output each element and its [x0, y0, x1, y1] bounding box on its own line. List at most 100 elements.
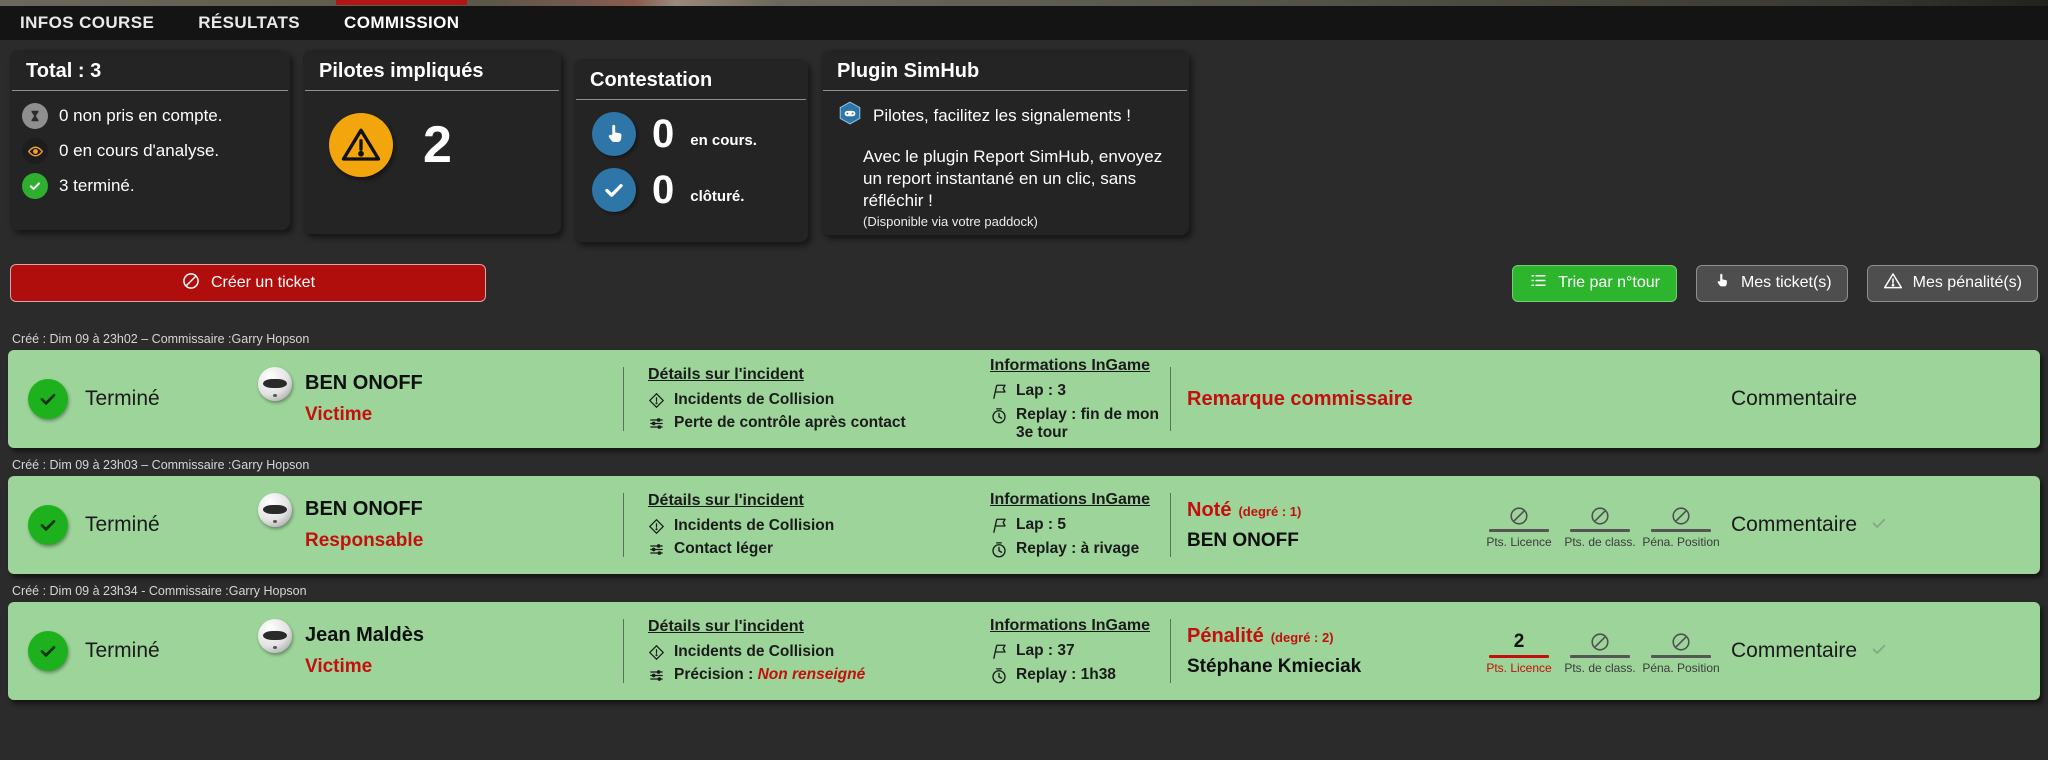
total-item-analyzing: 0 en cours d'analyse. [22, 138, 278, 164]
ticket-meta: Créé : Dim 09 à 23h02 – Commissaire :Gar… [12, 332, 310, 346]
card-pilotes-title: Pilotes impliqués [305, 50, 559, 91]
card-plugin-simhub: Plugin SimHub Pilotes, facilitez les sig… [821, 50, 1189, 235]
divider [1170, 619, 1171, 683]
contestation-open: 0 en cours. [574, 100, 808, 156]
stat-position-penalty: Péna. Position [1642, 627, 1720, 675]
lap-info: Lap : 37 [990, 642, 1170, 661]
comment: Commentaire [1731, 639, 2040, 664]
total-item-pending: 0 non pris en compte. [22, 103, 278, 129]
simhub-headline: Pilotes, facilitez les signalements ! [873, 105, 1131, 125]
stat-label: Péna. Position [1642, 535, 1720, 549]
comment-label[interactable]: Commentaire [1731, 639, 1858, 662]
list-icon [1529, 271, 1548, 295]
sort-by-lap-button[interactable]: Trie par n°tour [1512, 264, 1677, 302]
incident-type: Incidents de Collision [648, 643, 974, 661]
incident-type: Incidents de Collision [648, 391, 974, 409]
ticket-status: Terminé [8, 379, 258, 419]
eye-icon [22, 138, 48, 164]
incident-precision: Perte de contrôle après contact [648, 414, 974, 432]
stat-underline [1570, 529, 1630, 532]
divider [623, 619, 624, 683]
incident-precision: Contact léger [648, 540, 974, 558]
lap-info: Lap : 3 [990, 382, 1170, 401]
status-check-icon [28, 631, 68, 671]
comment: Commentaire [1731, 513, 2040, 538]
my-penalties-button[interactable]: Mes pénalité(s) [1866, 264, 2038, 302]
incident-type-label: Incidents de Collision [674, 391, 835, 408]
details-heading[interactable]: Détails sur l'incident [648, 366, 804, 383]
stat-value: 2 [1513, 631, 1525, 652]
tab-resultats[interactable]: RÉSULTATS [198, 13, 301, 32]
sort-by-lap-label: Trie par n°tour [1558, 274, 1660, 291]
details-heading[interactable]: Détails sur l'incident [648, 618, 804, 635]
total-item-label: 3 terminé. [59, 176, 135, 195]
stat-licence-points: 2 Pts. Licence [1486, 627, 1552, 675]
incident-precision-label: Précision : [674, 666, 758, 683]
divider [1170, 367, 1171, 431]
contestation-closed: 0 clôturé. [574, 156, 808, 212]
verdict-title: Remarque commissaire [1187, 387, 1413, 410]
driver-name: BEN ONOFF [305, 372, 423, 394]
ticket-row[interactable]: Terminé BEN ONOFF Responsable Détails su… [8, 476, 2040, 574]
stat-class-points: Pts. de class. [1564, 501, 1636, 549]
tab-commission[interactable]: COMMISSION [335, 0, 468, 40]
simhub-body: Avec le plugin Report SimHub, envoyez un… [863, 147, 1163, 210]
card-contestation: Contestation 0 en cours. 0 clôturé. [574, 59, 808, 242]
replay-info: Replay : fin de mon 3e tour [990, 406, 1170, 442]
driver-name: Jean Maldès [305, 624, 424, 646]
ingame-heading[interactable]: Informations InGame [990, 617, 1151, 634]
create-ticket-button[interactable]: Créer un ticket [10, 264, 486, 302]
warning-triangle-icon [1883, 271, 1903, 296]
contestation-open-count: 0 [652, 112, 675, 156]
my-penalties-label: Mes pénalité(s) [1912, 274, 2022, 291]
ingame-heading[interactable]: Informations InGame [990, 491, 1151, 508]
incident-type-label: Incidents de Collision [674, 517, 835, 534]
warning-triangle-icon [329, 113, 393, 177]
driver-name: BEN ONOFF [305, 498, 423, 520]
pilotes-count: 2 [423, 116, 452, 174]
verdict-degree: (degré : 2) [1270, 629, 1334, 645]
gamepad-hex-icon [837, 100, 863, 131]
incident-precision-missing: Non renseigné [757, 666, 866, 683]
ingame-info: Informations InGame Lap : 3 Replay : fin… [974, 357, 1170, 442]
stat-underline [1570, 655, 1630, 658]
total-item-done: 3 terminé. [22, 173, 278, 199]
my-tickets-button[interactable]: Mes ticket(s) [1695, 264, 1848, 302]
ticket-row[interactable]: Terminé Jean Maldès Victime Détails sur … [8, 602, 2040, 700]
stat-underline [1489, 529, 1549, 532]
status-check-icon [28, 379, 68, 419]
verdict-title: Pénalité [1187, 624, 1264, 647]
create-ticket-label: Créer un ticket [210, 274, 316, 291]
details-heading[interactable]: Détails sur l'incident [648, 492, 804, 509]
ticket-group: Créé : Dim 09 à 23h03 – Commissaire :Gar… [8, 458, 2040, 574]
verdict: Remarque commissaire [1171, 388, 1461, 411]
ticket-row[interactable]: Terminé BEN ONOFF Victime Détails sur l'… [8, 350, 2040, 448]
ticket-group: Créé : Dim 09 à 23h34 - Commissaire :Gar… [8, 584, 2040, 700]
penalty-stats: 2 Pts. Licence Pts. de class. Péna. Posi… [1461, 627, 1731, 675]
driver-role: Victime [305, 404, 373, 425]
simhub-note: (Disponible via votre paddock) [863, 214, 1038, 230]
check-circle-icon [592, 168, 636, 212]
ingame-heading[interactable]: Informations InGame [990, 356, 1151, 374]
hand-pointer-icon [592, 112, 636, 156]
tab-infos-course[interactable]: INFOS COURSE [20, 13, 155, 32]
replay-icon-label: Replay : à rivage [1016, 540, 1140, 557]
stat-label: Pts. de class. [1564, 535, 1636, 549]
verdict: Noté (degré : 1) BEN ONOFF [1171, 499, 1461, 552]
lap-icon-label: Lap : 5 [1016, 516, 1066, 533]
incident-type: Incidents de Collision [648, 517, 974, 535]
comment-label[interactable]: Commentaire [1731, 387, 1858, 410]
status-label: Terminé [85, 513, 160, 536]
stat-label: Pts. Licence [1486, 661, 1552, 675]
stat-label: Pts. Licence [1486, 535, 1552, 549]
replay-info: Replay : 1h38 [990, 666, 1170, 685]
divider [1170, 493, 1171, 557]
divider [623, 367, 624, 431]
ticket-status: Terminé [8, 631, 258, 671]
comment-label[interactable]: Commentaire [1731, 513, 1858, 536]
card-total: Total : 3 0 non pris en compte. 0 en cou… [10, 50, 290, 230]
divider [623, 493, 624, 557]
stat-label: Péna. Position [1642, 661, 1720, 675]
ingame-info: Informations InGame Lap : 5 Replay : à r… [974, 491, 1170, 559]
stat-label: Pts. de class. [1564, 661, 1636, 675]
